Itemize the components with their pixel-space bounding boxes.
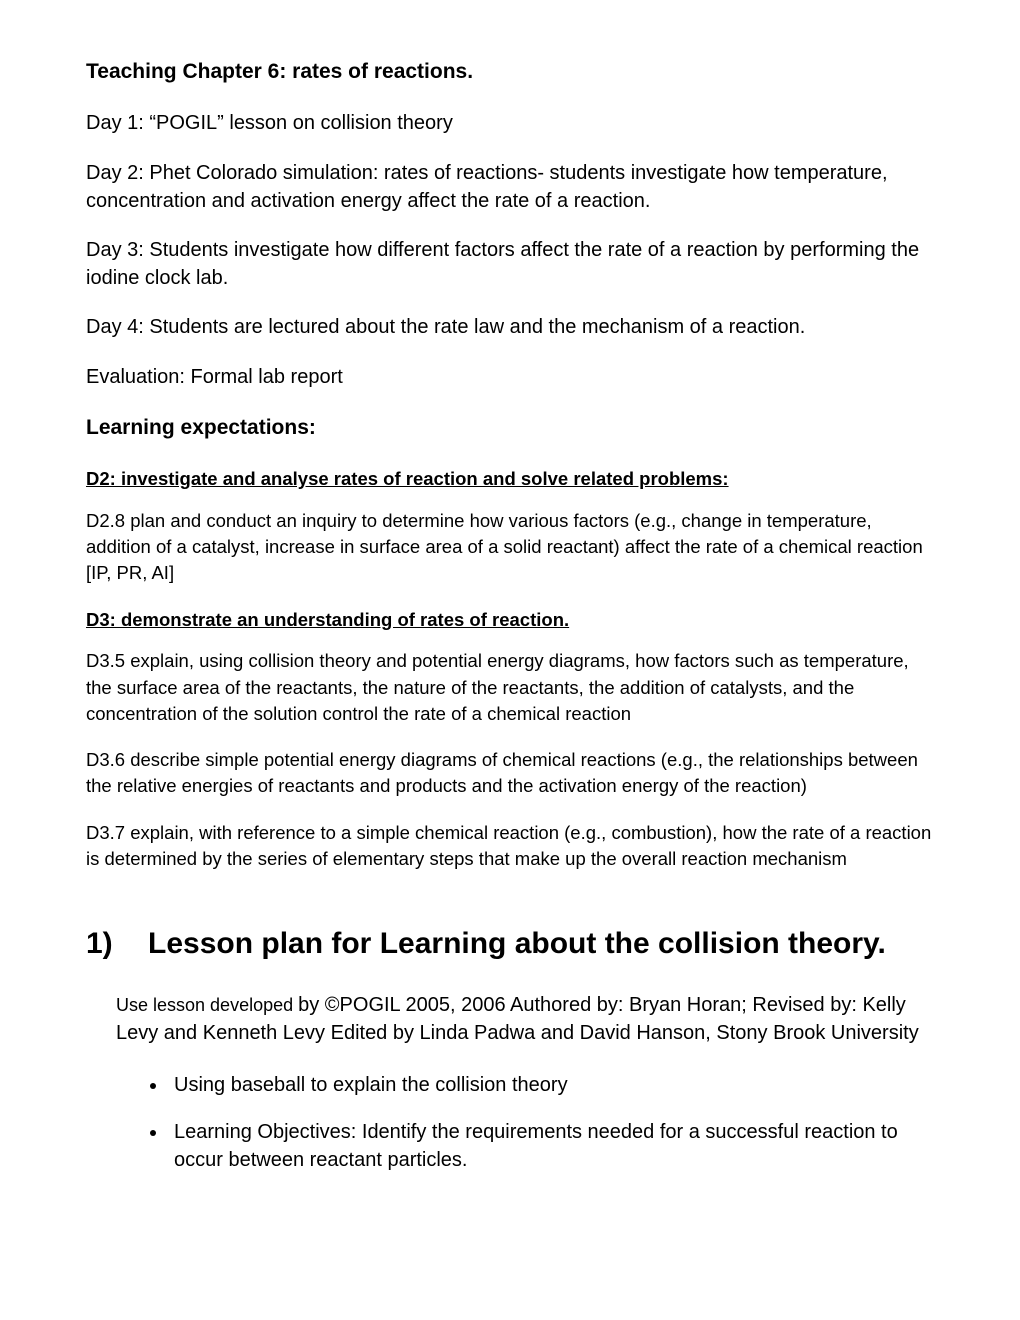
section-1-number: 1) <box>86 924 148 963</box>
learning-expectations-heading: Learning expectations: <box>86 414 934 442</box>
document-page: Teaching Chapter 6: rates of reactions. … <box>0 0 1020 1320</box>
list-item: Learning Objectives: Identify the requir… <box>168 1118 934 1175</box>
d3-5-text: D3.5 explain, using collision theory and… <box>86 648 934 727</box>
page-title: Teaching Chapter 6: rates of reactions. <box>86 58 934 86</box>
d3-heading: D3: demonstrate an understanding of rate… <box>86 607 934 633</box>
section-1-intro: Use lesson developed by ©POGIL 2005, 200… <box>116 991 934 1047</box>
day-2-text: Day 2: Phet Colorado simulation: rates o… <box>86 160 934 215</box>
section-1-title: 1)Lesson plan for Learning about the col… <box>86 924 934 963</box>
day-4-text: Day 4: Students are lectured about the r… <box>86 314 934 342</box>
list-item: Using baseball to explain the collision … <box>168 1071 934 1099</box>
d2-heading: D2: investigate and analyse rates of rea… <box>86 466 934 492</box>
d3-6-text: D3.6 describe simple potential energy di… <box>86 747 934 800</box>
evaluation-text: Evaluation: Formal lab report <box>86 364 934 392</box>
section-1-intro-prefix: Use lesson developed <box>116 995 298 1015</box>
d2-8-text: D2.8 plan and conduct an inquiry to dete… <box>86 508 934 587</box>
day-1-text: Day 1: “POGIL” lesson on collision theor… <box>86 110 934 138</box>
d3-7-text: D3.7 explain, with reference to a simple… <box>86 820 934 873</box>
section-1-bullet-list: Using baseball to explain the collision … <box>140 1071 934 1174</box>
section-1-title-text: Lesson plan for Learning about the colli… <box>148 927 886 960</box>
day-3-text: Day 3: Students investigate how differen… <box>86 237 934 292</box>
